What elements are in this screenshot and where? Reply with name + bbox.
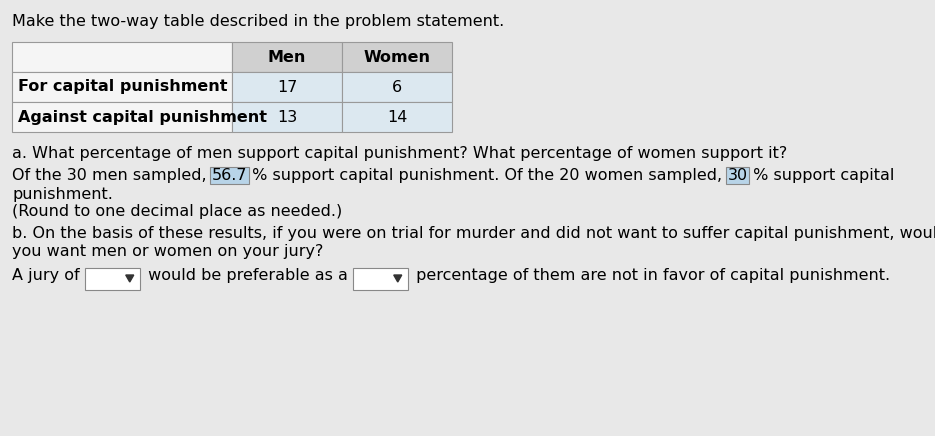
Text: 30: 30 — [727, 168, 748, 183]
Text: % support capital: % support capital — [748, 168, 894, 183]
Bar — [210, 167, 249, 184]
Bar — [12, 42, 232, 72]
Bar — [85, 268, 139, 290]
Text: b. On the basis of these results, if you were on trial for murder and did not wa: b. On the basis of these results, if you… — [12, 226, 935, 241]
Bar — [232, 102, 342, 132]
Text: 56.7: 56.7 — [211, 168, 247, 183]
Text: Women: Women — [364, 50, 430, 65]
Text: 6: 6 — [392, 79, 402, 95]
Text: a. What percentage of men support capital punishment? What percentage of women s: a. What percentage of men support capita… — [12, 146, 787, 161]
Text: Against capital punishment: Against capital punishment — [18, 109, 267, 125]
Text: % support capital punishment. Of the 20 women sampled,: % support capital punishment. Of the 20 … — [247, 168, 727, 183]
Bar — [342, 42, 452, 72]
Bar — [726, 167, 749, 184]
Text: punishment.: punishment. — [12, 187, 113, 202]
Bar — [352, 268, 408, 290]
Text: 17: 17 — [277, 79, 297, 95]
Text: Of the 30 men sampled,: Of the 30 men sampled, — [12, 168, 211, 183]
Text: you want men or women on your jury?: you want men or women on your jury? — [12, 244, 324, 259]
Bar — [342, 72, 452, 102]
Polygon shape — [394, 275, 402, 282]
Bar — [342, 102, 452, 132]
Text: For capital punishment: For capital punishment — [18, 79, 227, 95]
Bar — [232, 72, 342, 102]
Text: Make the two-way table described in the problem statement.: Make the two-way table described in the … — [12, 14, 504, 29]
Text: percentage of them are not in favor of capital punishment.: percentage of them are not in favor of c… — [410, 268, 890, 283]
Polygon shape — [125, 275, 134, 282]
Text: would be preferable as a: would be preferable as a — [143, 268, 352, 283]
Text: Men: Men — [267, 50, 306, 65]
Text: A jury of: A jury of — [12, 268, 85, 283]
Text: 14: 14 — [387, 109, 407, 125]
Bar — [12, 102, 232, 132]
Text: (Round to one decimal place as needed.): (Round to one decimal place as needed.) — [12, 204, 342, 219]
Bar — [232, 42, 342, 72]
Bar — [12, 72, 232, 102]
Text: 13: 13 — [277, 109, 297, 125]
